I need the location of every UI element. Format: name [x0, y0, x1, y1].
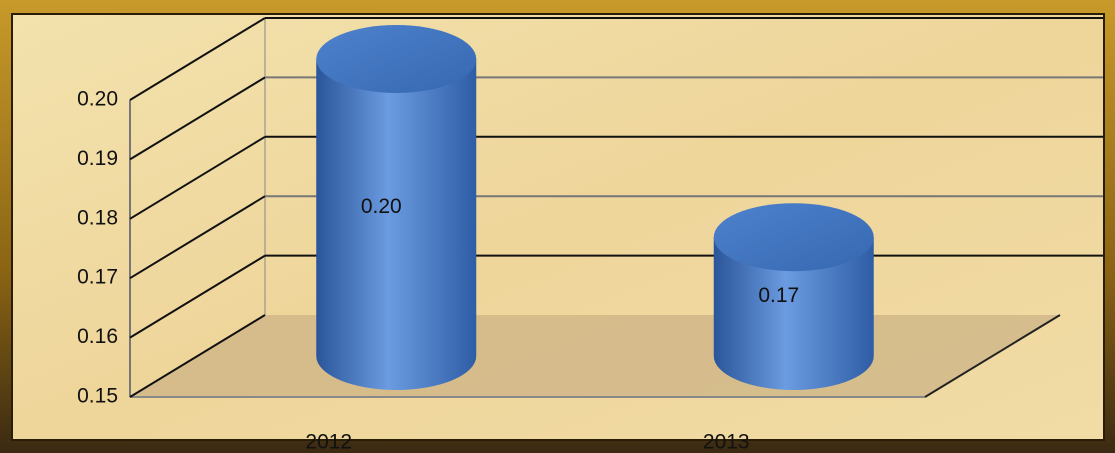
x-tick-label: 2013 [703, 431, 750, 453]
grid-line-side [129, 76, 266, 161]
bar-top [713, 203, 874, 272]
grid-line-side [129, 17, 266, 101]
bar-top [316, 25, 477, 93]
y-tick-label: 0.18 [77, 206, 118, 229]
grid-line-side [129, 314, 266, 398]
floor [130, 315, 1060, 397]
grid-line-side [129, 254, 266, 339]
y-tick-label: 0.20 [77, 88, 118, 111]
y-tick-label: 0.17 [77, 266, 118, 289]
floor-edge [924, 314, 1061, 398]
data-label: 0.17 [758, 284, 799, 307]
bar [316, 59, 477, 390]
x-tick-label: 2012 [305, 431, 352, 453]
y-tick-label: 0.16 [77, 325, 118, 348]
grid-line-side [129, 135, 266, 220]
data-label: 0.20 [361, 195, 402, 218]
grid-line-side [129, 195, 266, 280]
y-tick-label: 0.19 [77, 147, 118, 170]
y-tick-label: 0.15 [77, 385, 118, 408]
bar [713, 237, 874, 390]
